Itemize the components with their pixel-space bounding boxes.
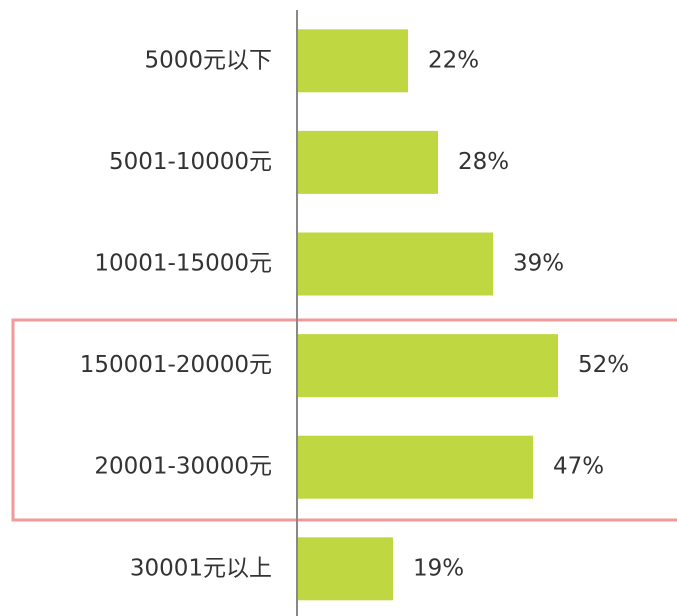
bar xyxy=(298,232,493,296)
category-label: 20001-30000元 xyxy=(94,454,272,480)
bar xyxy=(298,130,438,194)
value-label: 47% xyxy=(553,454,604,480)
bar xyxy=(298,435,533,499)
value-label: 28% xyxy=(458,149,509,175)
bar xyxy=(298,334,558,398)
highlight-box xyxy=(11,318,677,522)
category-label: 30001元以上 xyxy=(130,555,272,581)
category-label: 5000元以下 xyxy=(144,47,272,73)
category-label: 10001-15000元 xyxy=(94,251,272,277)
bar xyxy=(298,29,408,93)
category-label: 5001-10000元 xyxy=(109,149,272,175)
value-label: 19% xyxy=(413,555,464,581)
value-label: 52% xyxy=(578,352,629,378)
bar xyxy=(298,537,393,601)
value-label: 39% xyxy=(513,251,564,277)
category-label: 150001-20000元 xyxy=(80,352,272,378)
value-label: 22% xyxy=(428,47,479,73)
